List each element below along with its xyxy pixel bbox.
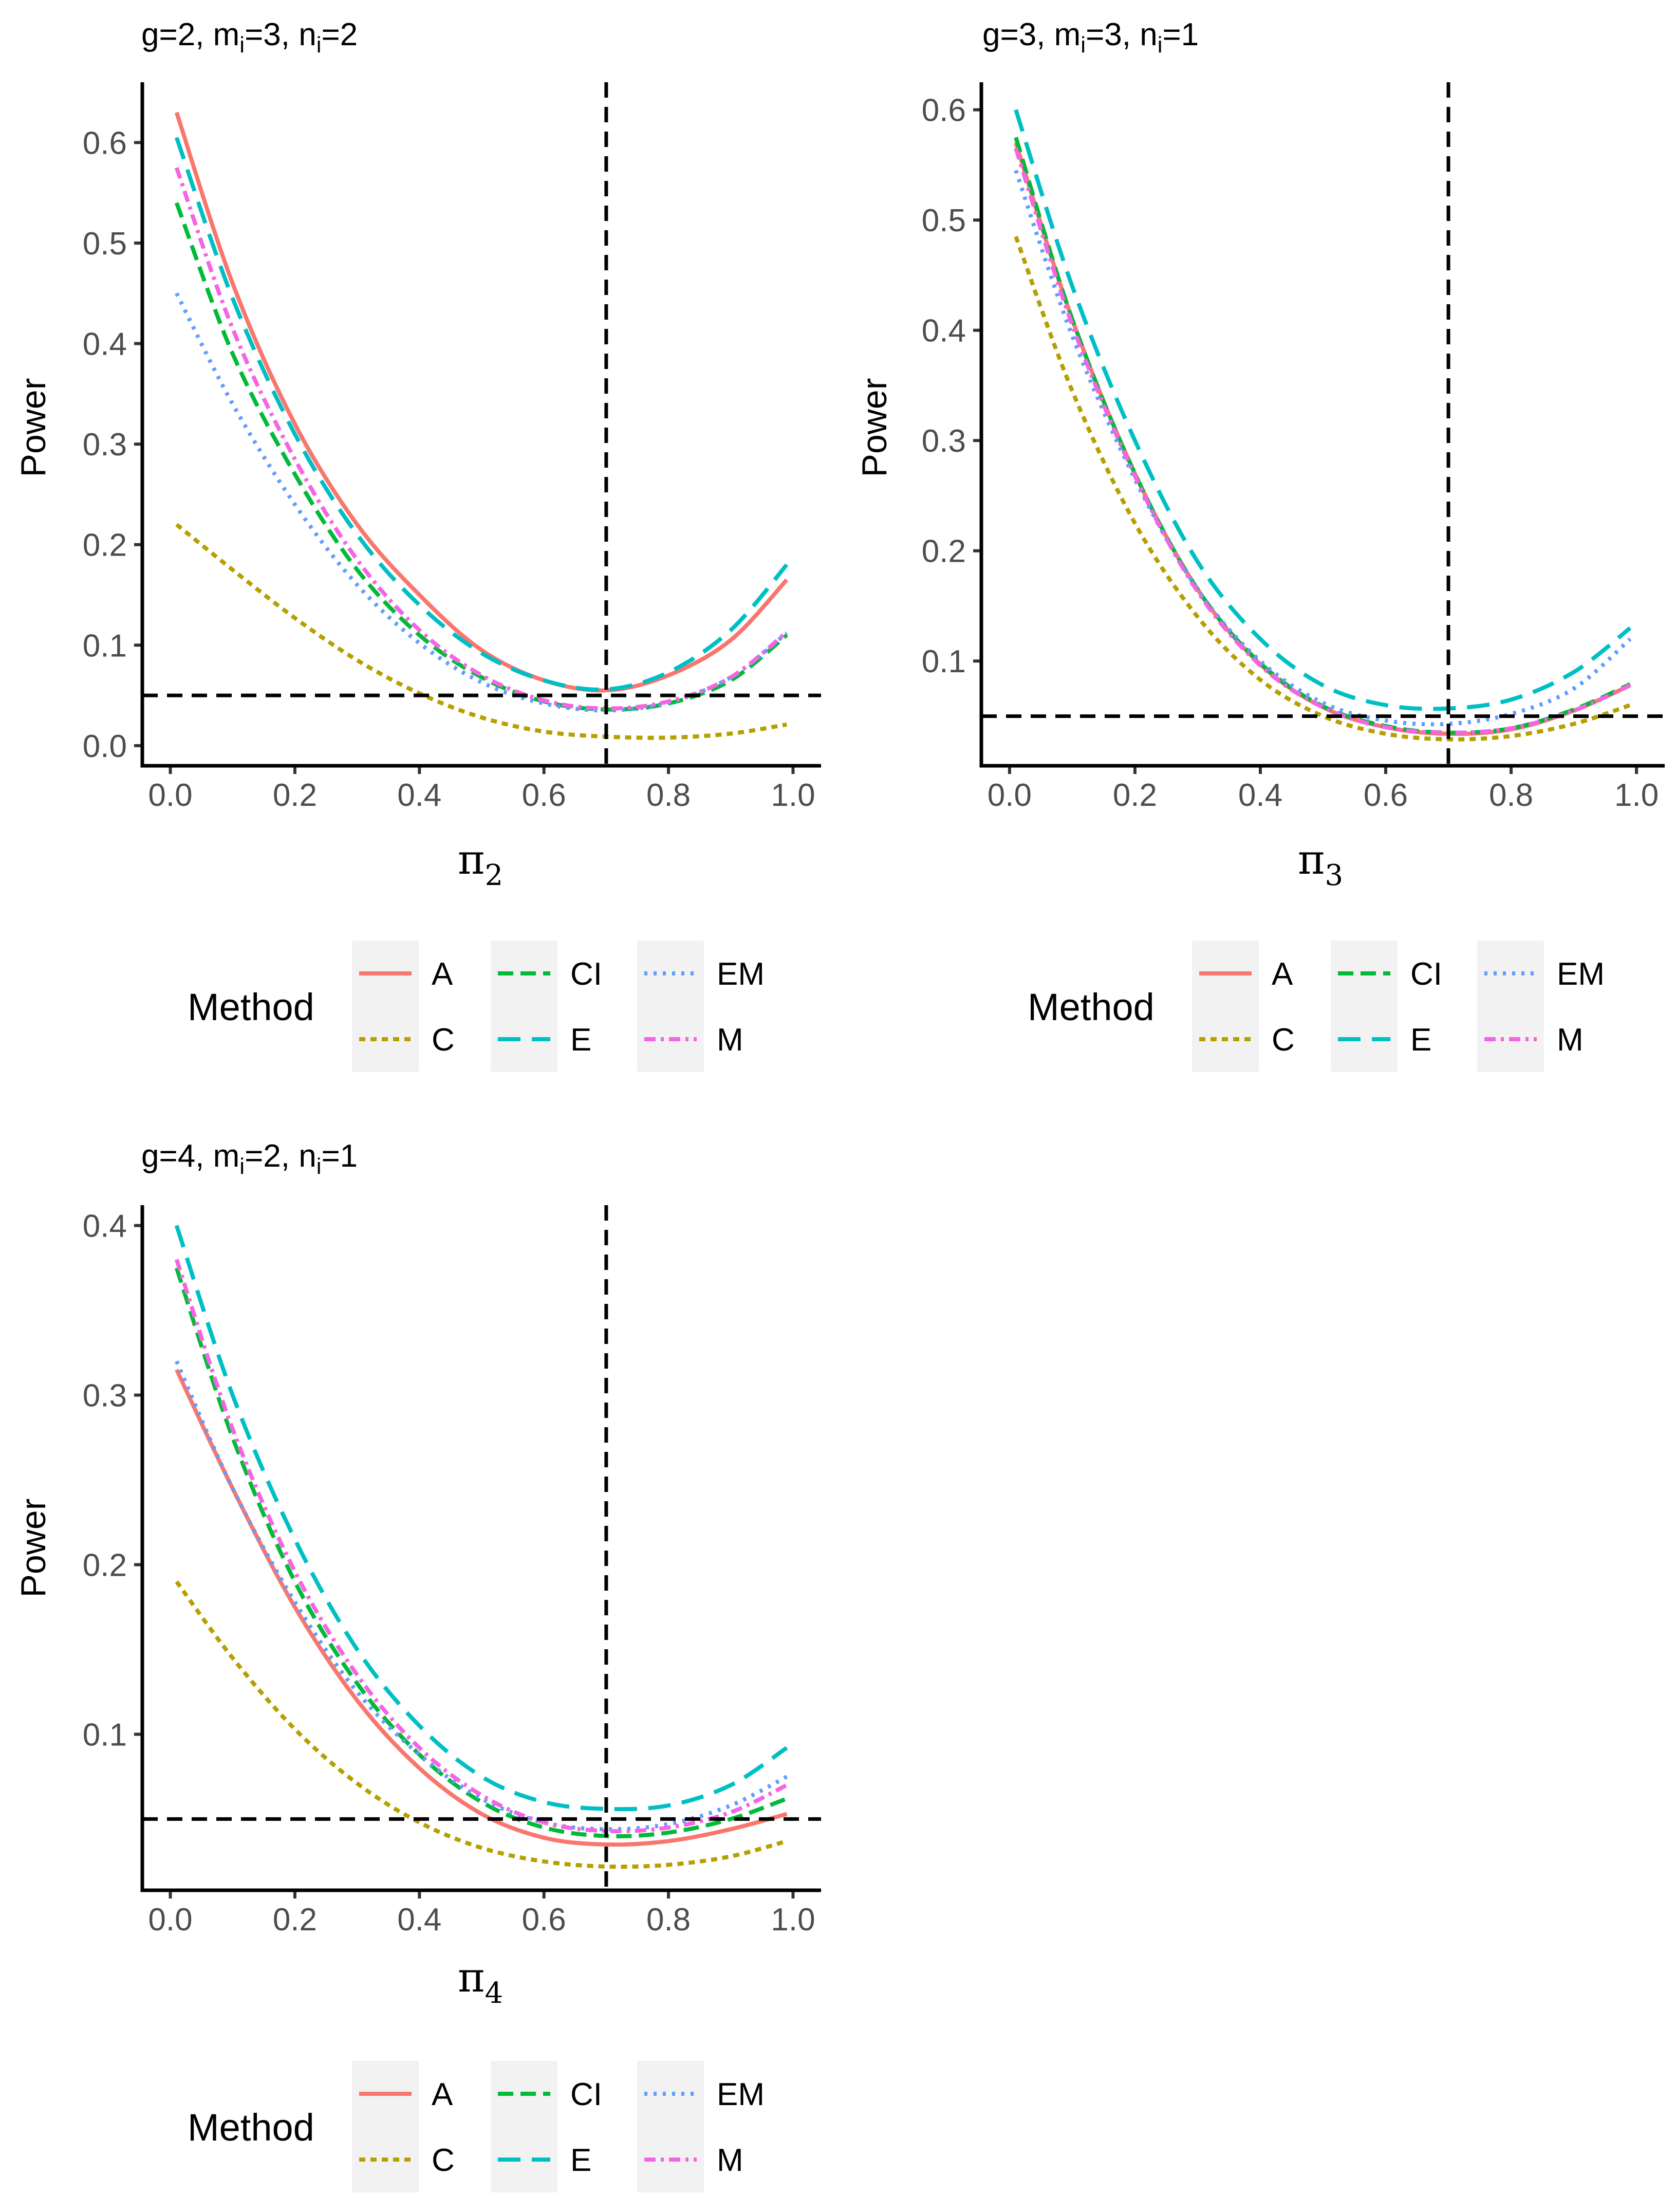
x-tick-label: 0.6 [522,778,566,813]
panel-3-x-axis-title: π4 [458,1953,503,2010]
panel-2-plot-area: 0.1 0.2 0.3 0.4 0.5 0.6 0.0 0.2 0.4 0.6 0.8 1.0 [922,82,1665,813]
series-line-c [175,1580,788,1869]
y-tick-label: 0.1 [922,644,966,679]
series-line-e [1014,109,1632,711]
panel-2-y-axis-title: Power [855,378,894,477]
y-tick-label: 0.3 [83,1378,127,1414]
panel-3: g=4, mi=2, ni=1 Power π4 0.1 0.2 0.3 0.4 0.0… [14,1138,821,2010]
series-line-a [175,1369,788,1847]
x-tick-label: 0.6 [1364,778,1408,813]
panel-2-x-axis-title: π3 [1298,836,1343,892]
legend-panel-2: Method AC CI E EM M [1028,941,1605,1072]
y-tick-label: 0.5 [83,226,127,262]
y-tick-label: 0.1 [83,628,127,663]
legend-panel-3: Method AC CI E EM M [188,2061,765,2192]
x-tick-label: 0.4 [397,1902,441,1938]
panel-3-plot-area: 0.1 0.2 0.3 0.4 0.0 0.2 0.4 0.6 0.8 1.0 [83,1205,821,1938]
legend-label-m: M [717,1022,743,1058]
x-tick-label: 1.0 [771,1902,815,1938]
x-tick-label: 1.0 [1614,778,1659,813]
y-tick-label: 0.4 [922,314,966,349]
series-line-m [174,167,788,711]
panel-3-title: g=4, mi=2, ni=1 [141,1138,358,1179]
panel-2: g=3, mi=3, ni=1 Power π3 0.1 0.2 0.3 0.4 0.5… [855,17,1665,892]
series-line-m [1014,148,1631,735]
y-tick-label: 0.5 [922,203,966,238]
y-tick-label: 0.1 [83,1717,127,1753]
legend-label-ci: CI [1410,956,1442,992]
panel-3-y-axis-title: Power [14,1499,53,1598]
x-tick-label: 0.0 [148,1902,192,1938]
legend-label-e: E [1410,1022,1431,1058]
x-tick-label: 0.0 [988,778,1032,813]
panel-1-x-axis-title: π2 [458,836,503,892]
legend-label-e: E [570,2143,591,2178]
y-tick-label: 0.6 [922,93,966,128]
y-tick-label: 0.2 [922,534,966,569]
legend-label-c: C [432,2143,455,2178]
x-tick-label: 0.8 [646,778,691,813]
x-tick-label: 0.6 [522,1902,566,1938]
series-line-ci [1014,137,1631,735]
y-tick-label: 0.3 [83,427,127,463]
series-line-a [174,112,789,693]
panel-3-axis-lines [140,1205,821,1892]
x-tick-label: 0.4 [1238,778,1282,813]
series-line-ci [174,202,788,712]
legend-label-em: EM [717,956,765,992]
legend-label-em: EM [717,2077,765,2112]
x-tick-label: 1.0 [771,778,815,813]
series-line-c [175,523,787,740]
panel-2-title: g=3, mi=3, ni=1 [982,17,1199,58]
legend-title: Method [188,2106,314,2149]
series-line-e [174,137,789,692]
x-tick-label: 0.0 [148,778,192,813]
series-line-m [174,1259,788,1834]
y-tick-label: 0.0 [83,729,127,764]
legend-label-c: C [1272,1022,1295,1058]
legend-title: Method [1028,986,1154,1028]
legend-label-m: M [717,2143,743,2178]
y-tick-label: 0.2 [83,528,127,563]
series-line-a [1014,142,1631,736]
panel-2-axis-lines [979,82,1665,768]
panel-1-plot-area: 0.0 0.1 0.2 0.3 0.4 0.5 0.6 0.0 0.2 0.4 0.6 0.8 1.0 [83,82,821,813]
legend-label-ci: CI [570,956,602,992]
y-tick-label: 0.6 [83,125,127,161]
series-line-e [174,1225,788,1812]
legend-label-a: A [432,2077,453,2112]
x-tick-label: 0.8 [1489,778,1533,813]
y-tick-label: 0.2 [83,1547,127,1583]
x-tick-label: 0.4 [397,778,441,813]
legend-label-em: EM [1557,956,1605,992]
panel-1-axis-lines [140,82,821,768]
x-tick-label: 0.8 [646,1902,691,1938]
legend-panel-1: Method AC CI E EM M [188,941,765,1072]
panel-1: g=2, mi=3, ni=2 Power π2 0.0 0.1 0.2 0.3 0.4… [14,17,821,892]
panel-1-y-axis-title: Power [14,378,53,477]
series-line-c [1014,235,1631,742]
x-tick-label: 0.2 [1113,778,1157,813]
x-tick-label: 0.2 [273,1902,317,1938]
legend-label-a: A [1272,956,1293,992]
legend-label-m: M [1557,1022,1584,1058]
legend-label-ci: CI [570,2077,602,2112]
legend-label-c: C [432,1022,455,1058]
series-line-em [175,1360,788,1832]
y-tick-label: 0.3 [922,423,966,459]
legend-title: Method [188,986,314,1028]
series-line-em [1014,170,1632,727]
x-tick-label: 0.2 [273,778,317,813]
panel-1-title: g=2, mi=3, ni=2 [141,17,358,58]
series-line-ci [174,1267,788,1838]
y-tick-label: 0.4 [83,1209,127,1244]
legend-label-a: A [432,956,453,992]
y-tick-label: 0.4 [83,327,127,362]
legend-label-e: E [570,1022,591,1058]
